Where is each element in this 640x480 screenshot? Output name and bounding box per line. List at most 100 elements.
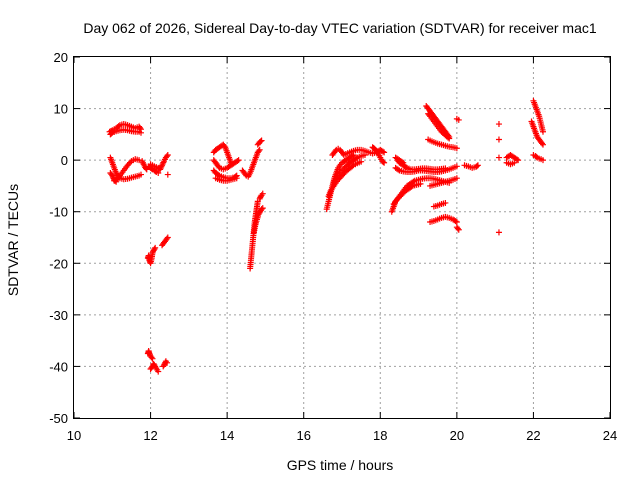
x-axis-label: GPS time / hours	[287, 457, 394, 473]
data-point	[148, 354, 155, 361]
y-tick-label: 20	[54, 50, 68, 65]
data-point	[159, 160, 166, 167]
x-tick-label: 22	[526, 428, 540, 443]
data-point	[160, 159, 167, 166]
data-point	[540, 141, 546, 148]
data-point	[155, 368, 162, 375]
data-point	[149, 355, 156, 362]
data-point	[455, 226, 462, 233]
data-point	[400, 159, 407, 166]
data-point	[109, 173, 116, 180]
y-tick-label: -20	[49, 256, 68, 271]
data-point	[109, 172, 116, 179]
data-point	[454, 225, 461, 232]
data-point	[127, 159, 134, 166]
y-tick-label: 0	[61, 153, 68, 168]
data-point	[452, 218, 459, 225]
data-point	[515, 157, 522, 164]
data-point	[138, 129, 144, 136]
x-tick-label: 14	[220, 428, 234, 443]
chart-title: Day 062 of 2026, Sidereal Day-to-day VTE…	[83, 20, 596, 36]
data-point	[444, 134, 451, 141]
data-point	[164, 234, 171, 241]
data-point	[381, 149, 388, 156]
y-tick-label: -50	[49, 411, 68, 426]
data-point	[215, 171, 222, 178]
data-point	[442, 199, 449, 206]
data-point	[152, 244, 159, 251]
y-tick-label: -10	[49, 205, 68, 220]
data-point	[410, 178, 417, 185]
data-point	[151, 246, 158, 253]
data-point	[380, 158, 387, 165]
data-point	[158, 163, 165, 170]
data-point	[112, 177, 119, 184]
plot-frame	[73, 56, 611, 419]
data-point	[136, 157, 143, 164]
data-point	[115, 123, 122, 130]
data-point	[164, 171, 171, 178]
data-point	[442, 165, 449, 172]
data-point	[259, 190, 266, 197]
data-point	[349, 163, 356, 170]
data-point	[398, 158, 405, 165]
data-point	[495, 229, 502, 236]
y-tick-label: -40	[49, 359, 68, 374]
data-point	[258, 206, 265, 213]
data-point	[540, 157, 546, 164]
data-points	[106, 97, 546, 375]
data-point	[453, 163, 460, 170]
data-point	[113, 178, 120, 185]
data-point	[395, 166, 402, 173]
y-axis-label: SDTVAR / TECUs	[5, 184, 21, 296]
x-tick-label: 10	[67, 428, 81, 443]
grid	[74, 57, 610, 418]
data-point	[233, 175, 240, 182]
data-point	[473, 163, 480, 170]
data-point	[495, 136, 502, 143]
data-point	[164, 359, 171, 366]
data-point	[353, 155, 360, 162]
data-point	[402, 164, 409, 171]
data-point	[259, 205, 266, 212]
axis-ticks: 10 12 14 16 18 20 22 24 -50 -40 -30 -20 -10 0 10 20	[49, 50, 617, 443]
data-point	[539, 140, 546, 147]
x-tick-label: 20	[450, 428, 464, 443]
data-point	[511, 159, 518, 166]
data-point	[138, 171, 144, 178]
x-tick-label: 16	[296, 428, 310, 443]
data-point	[446, 135, 453, 142]
x-tick-label: 12	[143, 428, 157, 443]
x-tick-label: 18	[373, 428, 387, 443]
data-point	[453, 145, 460, 152]
data-point	[455, 116, 462, 123]
data-point	[155, 170, 162, 177]
data-point	[258, 137, 265, 144]
data-point	[358, 158, 365, 165]
data-point	[257, 138, 264, 145]
data-point	[255, 148, 262, 155]
data-point	[474, 162, 481, 169]
data-point	[495, 121, 502, 128]
data-point	[163, 235, 170, 242]
data-point	[453, 219, 460, 226]
y-tick-label: -30	[49, 308, 68, 323]
data-point	[234, 158, 241, 165]
data-point	[426, 112, 433, 119]
data-point	[417, 180, 424, 187]
data-point	[495, 154, 502, 161]
x-tick-label: 24	[603, 428, 617, 443]
y-tick-label: 10	[54, 102, 68, 117]
data-point	[164, 151, 171, 158]
data-point	[349, 152, 356, 159]
data-point	[379, 148, 386, 155]
data-point	[513, 156, 520, 163]
data-point	[151, 362, 158, 369]
data-point	[163, 153, 170, 160]
data-point	[235, 157, 242, 164]
data-point	[221, 142, 228, 149]
data-point	[115, 173, 122, 180]
data-point	[256, 146, 263, 153]
data-point	[159, 162, 166, 169]
